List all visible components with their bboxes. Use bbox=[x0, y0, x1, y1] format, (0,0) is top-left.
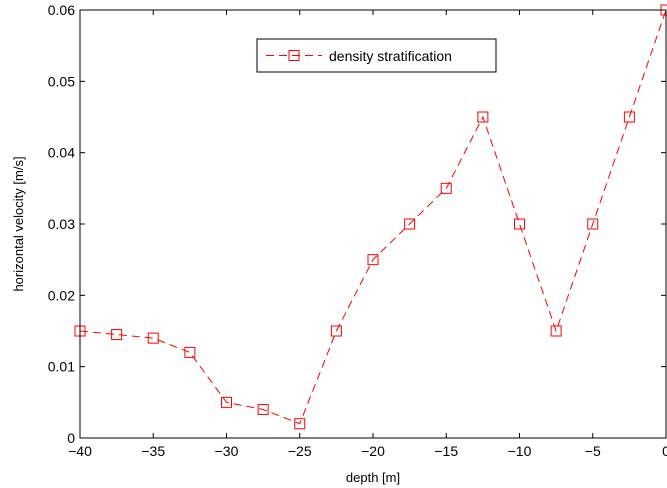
x-tick-label: −15 bbox=[434, 443, 458, 459]
x-tick-label: −30 bbox=[215, 443, 239, 459]
plot-frame bbox=[79, 9, 667, 439]
plot-area bbox=[80, 10, 666, 438]
x-tick-label: −5 bbox=[585, 443, 601, 459]
series-layer bbox=[74, 4, 667, 430]
data-point-marker bbox=[184, 346, 196, 358]
data-point-marker bbox=[440, 182, 452, 194]
data-point-marker bbox=[147, 332, 159, 344]
data-point-marker bbox=[404, 218, 416, 230]
x-axis-ticks: −40 −35 −30 −25 −20 −15 −10 −5 0 bbox=[68, 10, 667, 459]
data-point-marker bbox=[514, 218, 525, 230]
y-tick-label: 0.05 bbox=[48, 73, 75, 89]
data-point-marker bbox=[257, 403, 269, 415]
data-point-marker bbox=[367, 254, 379, 266]
y-tick-label: 0.03 bbox=[48, 216, 75, 232]
data-point-marker bbox=[111, 329, 123, 341]
data-point-marker bbox=[221, 396, 232, 408]
data-point-marker bbox=[330, 325, 342, 337]
data-point-marker bbox=[477, 111, 489, 123]
x-tick-label: −10 bbox=[508, 443, 532, 459]
x-tick-label: −40 bbox=[68, 443, 92, 459]
data-point-marker bbox=[294, 418, 306, 430]
data-point-marker bbox=[623, 111, 635, 123]
y-axis-ticks: 0 0.01 0.02 0.03 0.04 0.05 0.06 bbox=[48, 2, 666, 446]
y-tick-label: 0.01 bbox=[48, 359, 75, 375]
y-tick-label: 0 bbox=[67, 430, 75, 446]
series-line bbox=[79, 9, 667, 425]
x-tick-label: −25 bbox=[288, 443, 312, 459]
data-point-marker bbox=[587, 218, 599, 230]
legend: density stratification bbox=[256, 38, 497, 73]
x-tick-label: 0 bbox=[662, 443, 667, 459]
y-tick-label: 0.06 bbox=[48, 2, 75, 18]
x-tick-label: −35 bbox=[141, 443, 165, 459]
legend-marker bbox=[288, 50, 300, 61]
legend-label: density stratification bbox=[329, 48, 452, 64]
data-point-marker bbox=[550, 325, 562, 337]
y-axis-label: horizontal velocity [m/s] bbox=[11, 156, 26, 291]
y-tick-label: 0.04 bbox=[48, 145, 75, 161]
y-tick-label: 0.02 bbox=[48, 287, 75, 303]
x-tick-label: −20 bbox=[361, 443, 385, 459]
x-axis-label: depth [m] bbox=[346, 470, 400, 485]
